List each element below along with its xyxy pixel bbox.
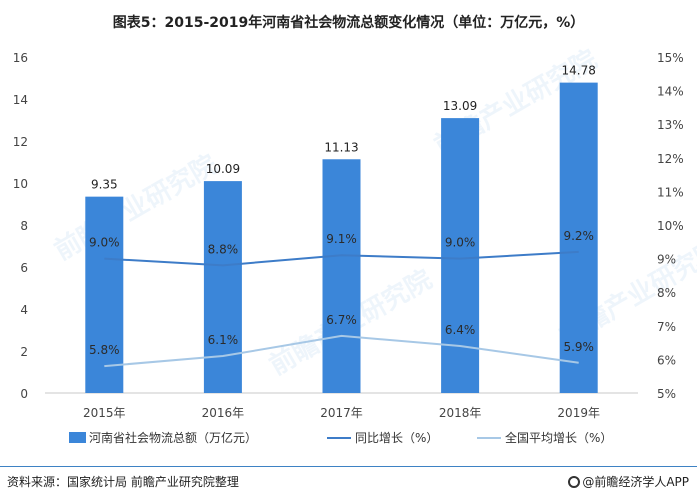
legend-label: 同比增长（%） bbox=[355, 431, 438, 445]
brand-text: @前瞻经济学人APP bbox=[582, 475, 689, 489]
bar-value-label: 10.09 bbox=[206, 162, 240, 176]
line-series bbox=[104, 250, 579, 368]
bar bbox=[441, 118, 480, 394]
chart-title: 图表5：2015-2019年河南省社会物流总额变化情况（单位：万亿元，%） bbox=[112, 15, 585, 31]
x-axis-tick-label: 2015年 bbox=[83, 406, 126, 420]
right-axis-tick-label: 13% bbox=[657, 118, 684, 132]
x-axis: 2015年 2016年 2017年 2018年 2019年 bbox=[45, 392, 638, 420]
legend-label: 河南省社会物流总额（万亿元） bbox=[89, 430, 257, 445]
left-axis-tick-label: 16 bbox=[13, 51, 28, 65]
legend-label: 全国平均增长（%） bbox=[505, 430, 612, 445]
right-axis-tick-label: 8% bbox=[657, 286, 676, 300]
right-axis: 5% 6% 7% 8% 9% 10% 11% 12% 13% 14% 15% bbox=[657, 51, 684, 401]
footer-divider bbox=[0, 466, 697, 467]
right-axis-tick-label: 11% bbox=[657, 185, 684, 199]
source-note: 资料来源：国家统计局 前瞻产业研究院整理 bbox=[7, 475, 239, 489]
left-axis-tick-label: 12 bbox=[13, 135, 28, 149]
watermark-layer: 前瞻产业研究院前瞻产业研究院前瞻产业研究院前瞻产业研究院 bbox=[49, 44, 697, 382]
right-axis-tick-label: 10% bbox=[657, 219, 684, 233]
bar-value-label: 11.13 bbox=[324, 140, 358, 154]
data-labels: 9.35 10.09 11.13 13.09 14.78 9.0% 8.8% 9.1% 9.0%… bbox=[89, 64, 596, 357]
line-value-label: 6.7% bbox=[326, 313, 357, 327]
left-axis-tick-label: 2 bbox=[20, 345, 28, 359]
left-axis-tick-label: 0 bbox=[20, 387, 28, 401]
right-axis-tick-label: 6% bbox=[657, 353, 676, 367]
x-axis-tick-label: 2017年 bbox=[320, 406, 363, 420]
line-value-label: 6.4% bbox=[445, 323, 476, 337]
left-axis-tick-label: 4 bbox=[20, 303, 28, 317]
right-axis-tick-label: 12% bbox=[657, 152, 684, 166]
line-value-label: 9.1% bbox=[326, 232, 357, 246]
bar bbox=[322, 159, 361, 393]
right-axis-tick-label: 7% bbox=[657, 320, 676, 334]
line-value-label: 5.8% bbox=[89, 343, 120, 357]
bar-value-label: 14.78 bbox=[562, 64, 596, 78]
left-axis-tick-label: 10 bbox=[13, 177, 28, 191]
right-axis-tick-label: 9% bbox=[657, 253, 676, 267]
line-value-label: 8.8% bbox=[208, 242, 239, 256]
line-value-label: 6.1% bbox=[208, 333, 239, 347]
bar bbox=[559, 82, 598, 394]
right-axis-tick-label: 15% bbox=[657, 51, 684, 65]
left-axis-tick-label: 8 bbox=[20, 219, 28, 233]
x-axis-tick-label: 2016年 bbox=[202, 406, 245, 420]
brand-logo-icon bbox=[568, 476, 581, 488]
right-axis-tick-label: 5% bbox=[657, 387, 676, 401]
bar-series bbox=[85, 82, 598, 394]
growth-line bbox=[104, 250, 579, 267]
legend-swatch-bar bbox=[69, 432, 86, 443]
bar-value-label: 9.35 bbox=[91, 178, 118, 192]
left-axis: 0 2 4 6 8 10 12 14 16 bbox=[13, 51, 28, 401]
left-axis-tick-label: 6 bbox=[20, 261, 28, 275]
left-axis-tick-label: 14 bbox=[13, 93, 28, 107]
x-axis-tick-label: 2019年 bbox=[557, 406, 600, 420]
bar bbox=[85, 196, 124, 393]
watermark-text: 前瞻产业研究院 bbox=[49, 149, 222, 267]
national-average-line bbox=[104, 334, 579, 368]
line-value-label: 5.9% bbox=[563, 340, 594, 354]
brand-mark: @前瞻经济学人APP bbox=[568, 473, 689, 490]
line-value-label: 9.0% bbox=[89, 236, 120, 250]
bar bbox=[203, 181, 242, 393]
right-axis-tick-label: 14% bbox=[657, 85, 684, 99]
line-value-label: 9.0% bbox=[445, 236, 476, 250]
line-value-label: 9.2% bbox=[563, 229, 594, 243]
bar-value-label: 13.09 bbox=[443, 99, 477, 113]
legend: 河南省社会物流总额（万亿元） 同比增长（%） 全国平均增长（%） bbox=[69, 430, 612, 445]
x-axis-tick-label: 2018年 bbox=[439, 406, 482, 420]
